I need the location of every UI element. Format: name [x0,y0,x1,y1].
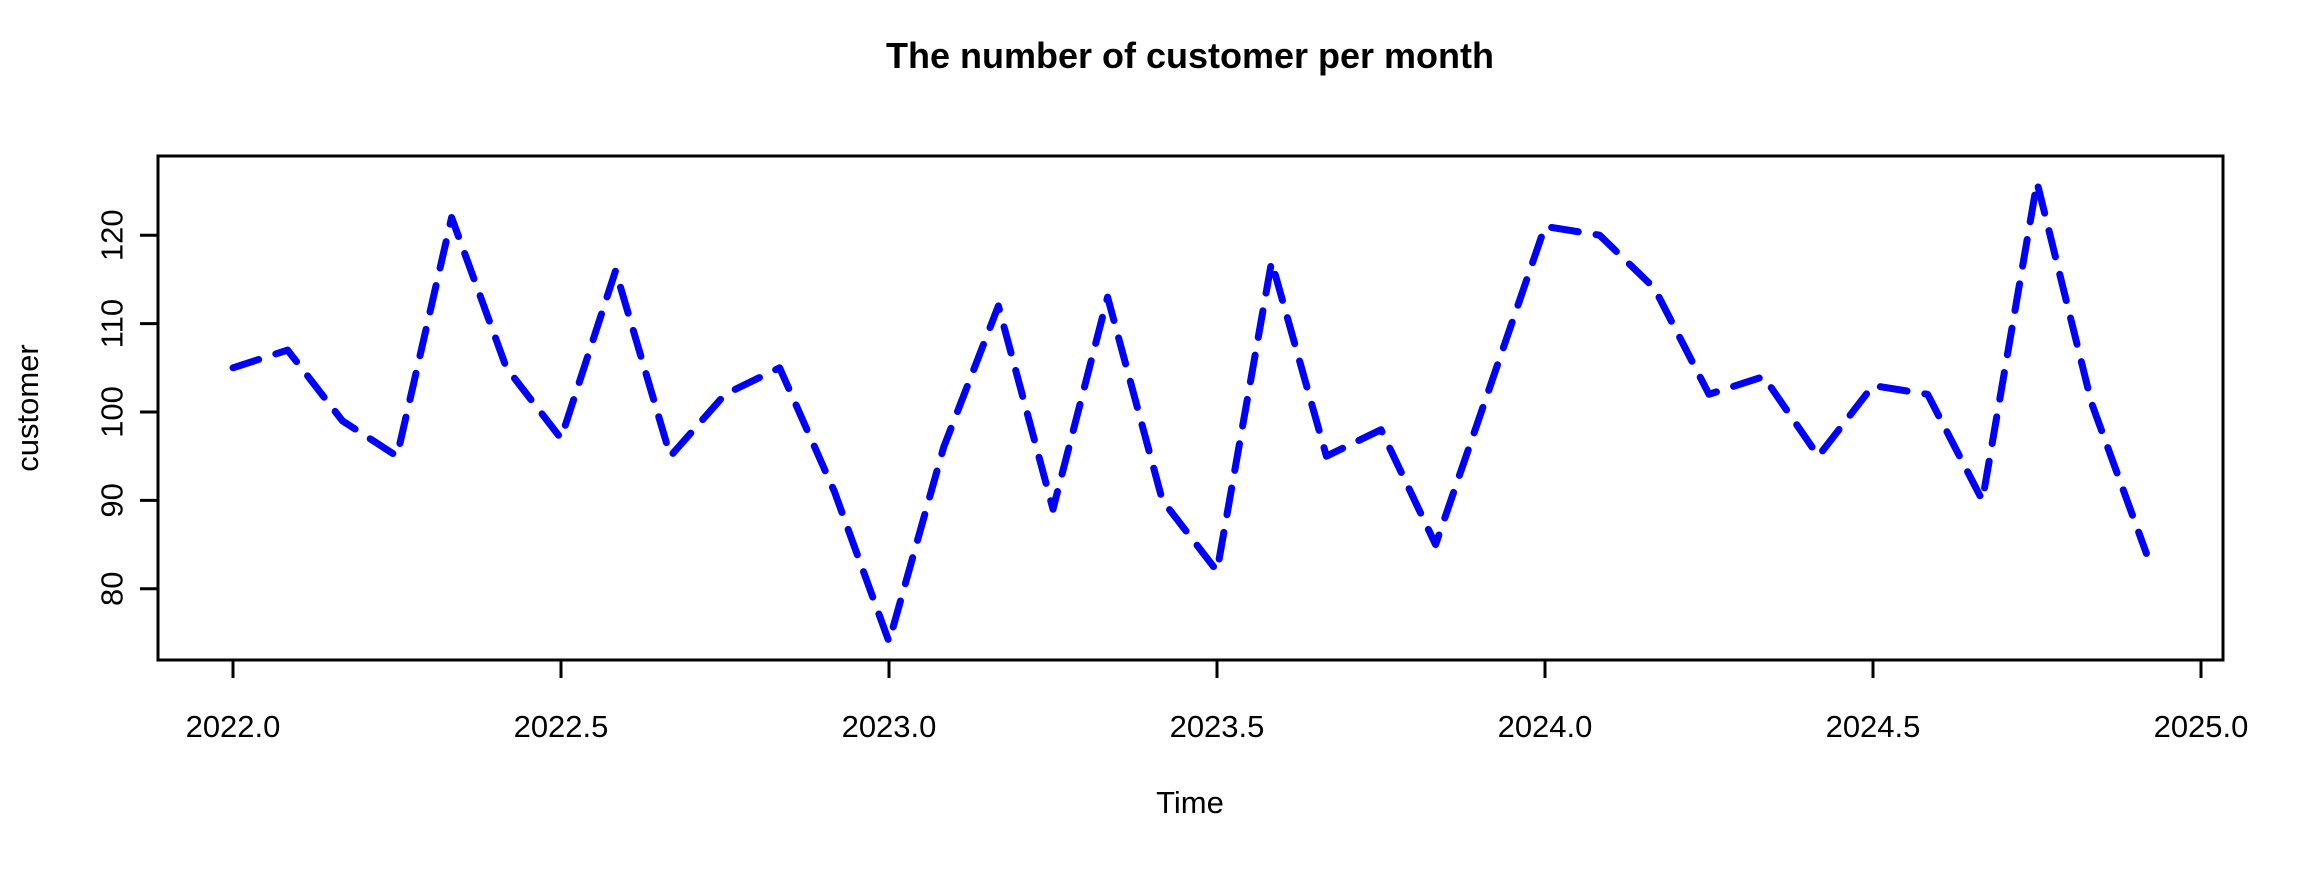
x-tick-label: 2025.0 [2154,709,2249,744]
y-tick-label: 100 [95,386,130,438]
plot-box [156,154,2225,662]
x-tick-label: 2024.5 [1826,709,1921,744]
y-tick-label: 110 [95,299,130,348]
x-tick-label: 2024.0 [1498,709,1593,744]
y-tick-label: 120 [95,209,130,261]
y-axis-ticks: 80 90 100 110 120 [95,209,158,606]
x-axis-label: Time [1156,785,1224,820]
customer-series-line [229,178,2150,646]
x-tick-label: 2023.0 [842,709,937,744]
x-tick-label: 2022.0 [186,709,281,744]
chart-title: The number of customer per month [886,35,1494,76]
y-tick-label: 90 [95,483,130,517]
x-tick-label: 2023.5 [1170,709,1265,744]
x-tick-label: 2022.5 [514,709,609,744]
y-axis-label: customer [10,344,45,471]
x-axis-ticks: 2022.0 2022.5 2023.0 2023.5 2024.0 2024.5 2025… [186,660,2249,744]
y-tick-label: 80 [95,572,130,606]
